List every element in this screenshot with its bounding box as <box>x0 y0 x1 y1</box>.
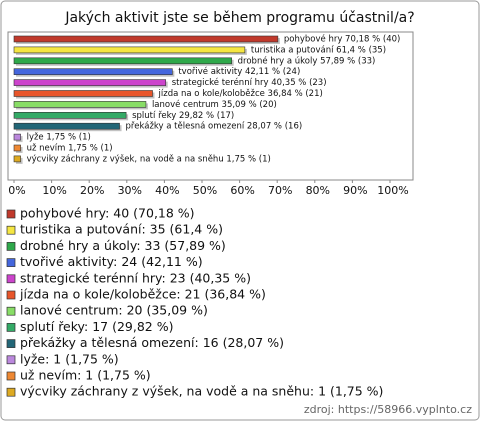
legend-entry: strategické terénní hry: 23 (40,35 %) <box>20 270 251 285</box>
bar <box>13 122 120 130</box>
value-label: strategické terénní hry 40,35 % (23) <box>172 77 327 88</box>
bar <box>13 35 279 43</box>
bar <box>13 90 153 97</box>
x-tick-label: 30% <box>118 184 142 197</box>
legend-entry: tvořivé aktivity: 24 (42,11 %) <box>20 254 203 269</box>
x-tick-label: 70% <box>268 184 292 197</box>
legend-swatch <box>6 323 16 332</box>
value-label: pohybové hry 70,18 % (40) <box>284 34 400 45</box>
legend-entry: lanové centrum: 20 (35,09 %) <box>20 303 208 318</box>
value-label: drobné hry a úkoly 57,89 % (33) <box>238 55 376 66</box>
legend-entry: turistika a putování: 35 (61,4 %) <box>20 222 223 237</box>
legend-entry: překážky a tělesná omezení: 16 (28,07 %) <box>20 335 284 350</box>
legend-entry: výcviky záchrany z výšek, na vodě a na s… <box>20 384 383 399</box>
bar <box>13 57 232 65</box>
x-tick-label: 20% <box>80 184 104 197</box>
legend-swatch <box>6 387 16 397</box>
legend-entry: drobné hry a úkoly: 33 (57,89 %) <box>20 238 226 253</box>
x-tick-label: 60% <box>230 184 254 197</box>
bar <box>13 46 246 54</box>
legend-swatch <box>6 306 16 316</box>
value-label: výcviky záchrany z výšek, na vodě a na s… <box>27 153 271 164</box>
legend-swatch <box>6 355 16 365</box>
value-label: lyže 1,75 % (1) <box>27 133 91 143</box>
legend-swatch <box>6 274 16 284</box>
bar <box>13 101 147 108</box>
x-tick-label: 90% <box>343 184 367 197</box>
bar <box>13 144 21 152</box>
source: zdroj: https://58966.vyplnto.cz <box>304 403 472 416</box>
value-label: jízda na o kole/koloběžce 36,84 % (21) <box>158 89 323 99</box>
legend-swatch <box>6 258 16 267</box>
value-label: turistika a putování 61,4 % (35) <box>251 45 386 55</box>
x-tick-label: 0% <box>8 184 25 197</box>
legend-entry: jízda na o kole/koloběžce: 21 (36,84 %) <box>19 287 266 302</box>
legend-swatch <box>6 242 16 251</box>
legend-swatch <box>6 339 16 348</box>
value-label: překážky a tělesná omezení 28,07 % (16) <box>126 122 303 132</box>
bar <box>13 112 127 119</box>
x-tick-label: 80% <box>306 184 330 197</box>
x-tick-label: 10% <box>42 184 66 197</box>
bar <box>13 155 21 163</box>
bar <box>13 68 173 75</box>
bar <box>13 79 167 86</box>
value-label: lanové centrum 35,09 % (20) <box>152 99 277 110</box>
legend-swatch <box>6 225 16 235</box>
legend-entry: už nevím: 1 (1,75 %) <box>20 368 151 383</box>
bar <box>13 133 21 141</box>
legend-swatch <box>6 290 16 300</box>
x-tick-label: 40% <box>155 184 179 197</box>
legend-entry: splutí řeky: 17 (29,82 %) <box>20 319 173 334</box>
x-tick-label: 100% <box>377 184 408 197</box>
legend-entry: lyže: 1 (1,75 %) <box>20 351 119 366</box>
legend-swatch <box>6 371 16 381</box>
value-label: už nevím 1,75 % (1) <box>27 144 113 154</box>
legend-swatch <box>6 209 16 219</box>
legend-entry: pohybové hry: 40 (70,18 %) <box>20 206 195 221</box>
x-tick-label: 50% <box>193 184 217 197</box>
value-label: tvořivé aktivity 42,11 % (24) <box>178 66 300 77</box>
value-label: splutí řeky 29,82 % (17) <box>132 111 234 121</box>
chart-title: Jakých aktivit jste se během programu úč… <box>64 10 414 26</box>
